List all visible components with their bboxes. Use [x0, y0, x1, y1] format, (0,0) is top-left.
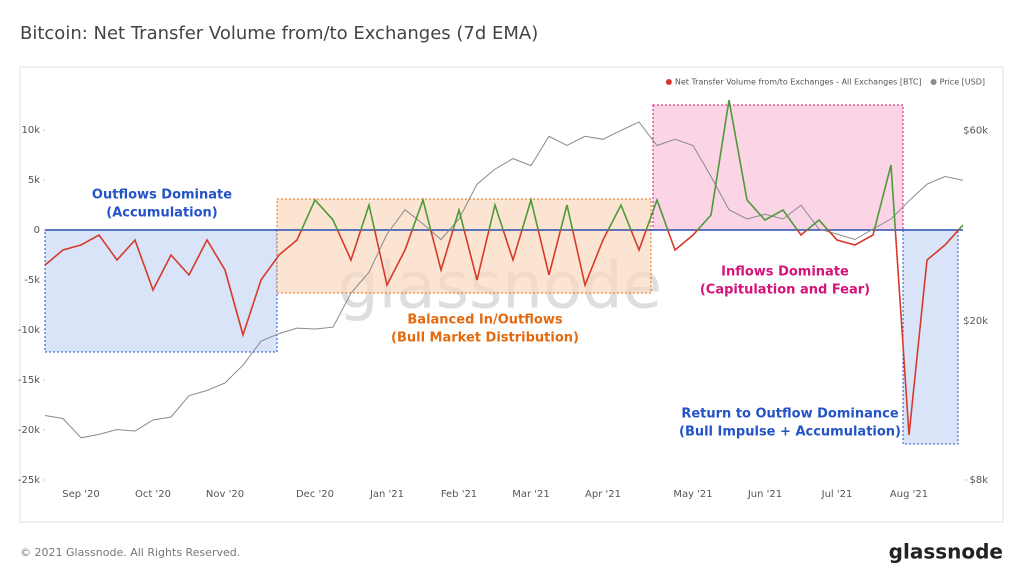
region-box: [44, 229, 278, 353]
region-box: [652, 104, 904, 231]
logo: glassnode: [889, 540, 1003, 564]
y2-tick-label: $20k: [963, 316, 988, 327]
y-tick-label: -20k: [18, 425, 40, 436]
annotation: Balanced In/Outflows: [407, 313, 562, 328]
x-tick-label: Apr '21: [585, 489, 621, 500]
annotation: Inflows Dominate: [721, 265, 849, 280]
annotation: (Bull Impulse + Accumulation): [679, 425, 901, 440]
x-tick-label: May '21: [673, 489, 712, 500]
region-box: [276, 198, 652, 294]
x-tick-label: Aug '21: [890, 489, 928, 500]
series-line-negative: [44, 230, 960, 436]
series-line-positive: [300, 99, 964, 230]
x-tick-label: Jan '21: [369, 489, 404, 500]
annotation: Outflows Dominate: [92, 188, 232, 203]
y-tick-label: 10k: [21, 125, 40, 136]
legend-label: Net Transfer Volume from/to Exchanges - …: [675, 78, 922, 87]
y-tick-label: -25k: [18, 475, 40, 486]
legend-label: Price [USD]: [940, 78, 985, 87]
y-tick-label: 5k: [28, 175, 40, 186]
y-tick-label: -15k: [18, 375, 40, 386]
x-tick-label: Sep '20: [62, 489, 100, 500]
annotation: Return to Outflow Dominance: [681, 407, 898, 422]
y-tick-label: 0: [34, 225, 40, 236]
annotation: (Bull Market Distribution): [391, 331, 579, 346]
x-tick-label: Jun '21: [747, 489, 782, 500]
footer: © 2021 Glassnode. All Rights Reserved.: [20, 546, 240, 559]
x-tick-label: Mar '21: [512, 489, 550, 500]
x-tick-label: Oct '20: [135, 489, 171, 500]
chart-title: Bitcoin: Net Transfer Volume from/to Exc…: [20, 23, 538, 44]
series-line: [44, 121, 964, 439]
x-tick-label: Feb '21: [441, 489, 477, 500]
legend-swatch: [665, 79, 672, 85]
y2-tick-label: $8k: [969, 475, 988, 486]
x-tick-label: Jul '21: [821, 489, 853, 500]
y2-tick-label: $60k: [963, 125, 988, 136]
y-tick-label: -5k: [24, 275, 40, 286]
annotation: (Capitulation and Fear): [700, 283, 870, 298]
y-tick-label: -10k: [18, 325, 40, 336]
x-tick-label: Dec '20: [296, 489, 334, 500]
x-tick-label: Nov '20: [206, 489, 244, 500]
annotation: (Accumulation): [106, 206, 218, 221]
legend-swatch: [930, 79, 937, 85]
